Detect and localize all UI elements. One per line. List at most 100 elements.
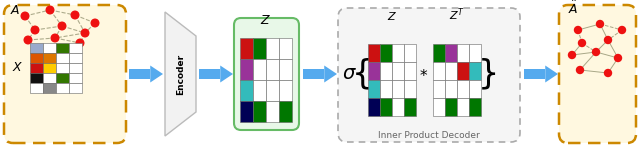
Bar: [457, 62, 469, 80]
Bar: [279, 101, 292, 122]
Circle shape: [568, 52, 575, 58]
Bar: [30, 83, 43, 93]
Bar: [56, 83, 69, 93]
Polygon shape: [150, 66, 163, 82]
Text: $\sigma$: $\sigma$: [342, 65, 356, 83]
Bar: [240, 38, 253, 59]
Circle shape: [579, 40, 586, 46]
Polygon shape: [165, 12, 196, 136]
Bar: [392, 80, 404, 98]
Circle shape: [605, 37, 611, 44]
Polygon shape: [220, 66, 233, 82]
Bar: [43, 43, 56, 53]
Text: $Z^T$: $Z^T$: [449, 7, 465, 23]
Bar: [380, 62, 392, 80]
Bar: [457, 80, 469, 98]
Text: Inner Product Decoder: Inner Product Decoder: [378, 131, 480, 140]
Bar: [433, 80, 445, 98]
Bar: [457, 44, 469, 62]
Bar: [380, 98, 392, 116]
Text: $\}$: $\}$: [477, 56, 497, 92]
Bar: [43, 83, 56, 93]
Bar: [69, 53, 82, 63]
Circle shape: [92, 19, 99, 27]
Bar: [303, 69, 324, 79]
Bar: [392, 62, 404, 80]
Text: Encoder: Encoder: [176, 53, 185, 95]
Bar: [445, 80, 457, 98]
Circle shape: [76, 39, 84, 47]
Text: $X$: $X$: [12, 61, 23, 74]
Circle shape: [605, 70, 611, 77]
Bar: [368, 44, 380, 62]
Bar: [266, 101, 279, 122]
Circle shape: [51, 34, 59, 42]
Text: $Z$: $Z$: [260, 14, 271, 27]
Circle shape: [577, 66, 584, 74]
Bar: [368, 80, 380, 98]
FancyBboxPatch shape: [4, 5, 126, 143]
Bar: [69, 63, 82, 73]
Bar: [469, 80, 481, 98]
Text: $\hat{A}$: $\hat{A}$: [568, 0, 579, 17]
Bar: [404, 44, 416, 62]
Bar: [266, 59, 279, 80]
Bar: [469, 98, 481, 116]
Bar: [56, 73, 69, 83]
Circle shape: [46, 6, 54, 14]
Bar: [433, 98, 445, 116]
Bar: [404, 62, 416, 80]
Text: $\{$: $\{$: [351, 56, 371, 92]
Bar: [368, 98, 380, 116]
Bar: [380, 44, 392, 62]
Bar: [266, 80, 279, 101]
Bar: [43, 73, 56, 83]
Bar: [240, 101, 253, 122]
Bar: [30, 43, 43, 53]
Bar: [30, 53, 43, 63]
Circle shape: [21, 12, 29, 20]
Bar: [69, 43, 82, 53]
Bar: [56, 43, 69, 53]
Circle shape: [81, 29, 89, 37]
Polygon shape: [324, 66, 337, 82]
Bar: [445, 98, 457, 116]
Circle shape: [24, 36, 32, 44]
Text: $Z$: $Z$: [387, 10, 397, 22]
Text: $*$: $*$: [419, 66, 429, 82]
Bar: [56, 63, 69, 73]
Bar: [69, 73, 82, 83]
Bar: [279, 38, 292, 59]
Bar: [253, 101, 266, 122]
Circle shape: [618, 26, 625, 33]
Bar: [404, 98, 416, 116]
Circle shape: [71, 11, 79, 19]
Bar: [240, 80, 253, 101]
Bar: [433, 44, 445, 62]
Bar: [240, 59, 253, 80]
Bar: [266, 38, 279, 59]
FancyBboxPatch shape: [234, 18, 299, 130]
Circle shape: [31, 26, 39, 34]
Polygon shape: [545, 66, 558, 82]
Bar: [253, 80, 266, 101]
Bar: [392, 44, 404, 62]
Text: $A$: $A$: [10, 4, 20, 17]
Bar: [524, 69, 545, 79]
Bar: [253, 38, 266, 59]
Circle shape: [614, 54, 621, 62]
Bar: [43, 63, 56, 73]
Bar: [392, 98, 404, 116]
Bar: [279, 59, 292, 80]
Bar: [69, 83, 82, 93]
FancyBboxPatch shape: [338, 8, 520, 142]
Bar: [30, 63, 43, 73]
Circle shape: [593, 49, 600, 56]
Bar: [380, 80, 392, 98]
Circle shape: [58, 22, 66, 30]
Bar: [469, 62, 481, 80]
Bar: [457, 98, 469, 116]
Bar: [445, 62, 457, 80]
Bar: [433, 62, 445, 80]
Bar: [445, 44, 457, 62]
